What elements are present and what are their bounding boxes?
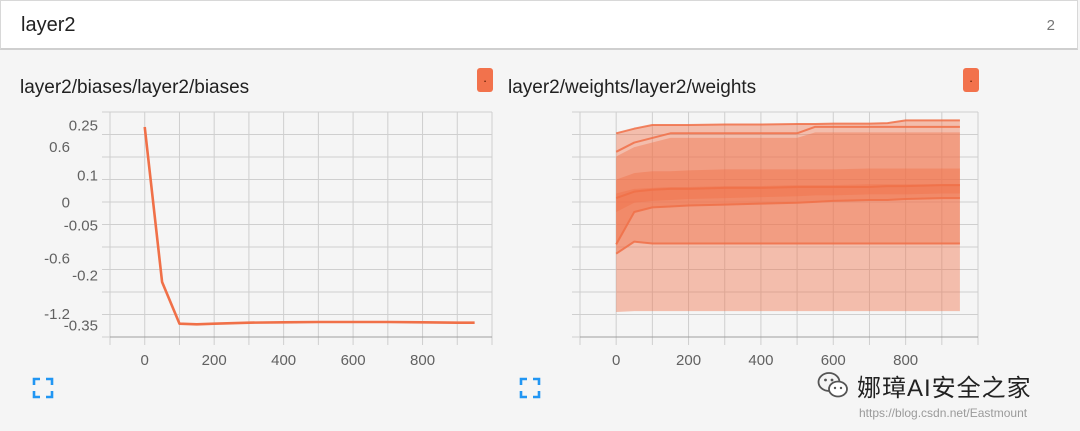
distribution-line — [615, 240, 960, 255]
x-tick-label: 200 — [202, 352, 227, 369]
chart-card-weights: layer2/weights/layer2/weights . 0 200 400 6… — [44, 55, 1000, 431]
x-tick-label: 800 — [893, 352, 918, 369]
expand-icon-glyph — [32, 377, 54, 399]
y-tick-label: -0.2 — [72, 267, 98, 284]
x-tick-label: 200 — [676, 352, 701, 369]
y-tick-label: 0 — [62, 195, 70, 212]
y-tick-label: 0.25 — [69, 117, 98, 134]
chart-title: layer2/weights/layer2/weights — [508, 77, 757, 98]
y-tick-label: -1.2 — [44, 306, 70, 323]
y-tick-label: 0.1 — [77, 167, 98, 184]
distribution-line — [615, 125, 960, 153]
chart-card-biases: layer2/biases/layer2/biases . 0 200 400 600… — [0, 55, 500, 431]
x-tick-label: 400 — [271, 352, 296, 369]
biases-plot: 0 200 400 600 800 0.25 0.1 -0.05 -0.2 -0.35 — [64, 111, 493, 369]
chart-title: layer2/biases/layer2/biases — [20, 77, 250, 98]
distribution-line — [615, 119, 960, 135]
expand-icon[interactable] — [519, 377, 541, 399]
chart-menu-button[interactable]: . — [963, 68, 979, 92]
distribution-line — [615, 184, 960, 200]
x-tick-label: 600 — [821, 352, 846, 369]
distribution-band — [616, 120, 960, 312]
section-title: layer2 — [21, 14, 76, 36]
watermark-url: https://blog.csdn.net/Eastmount — [859, 406, 1028, 420]
distribution-band — [616, 132, 960, 254]
expand-icon[interactable] — [32, 377, 54, 399]
watermark: 娜璋AI安全之家 https://blog.csdn.net/Eastmount — [815, 362, 1080, 431]
x-tick-label: 800 — [410, 352, 435, 369]
distribution-line — [615, 197, 960, 245]
wechat-icon — [817, 372, 848, 398]
watermark-text: 娜璋AI安全之家 — [857, 375, 1032, 402]
x-tick-label: 0 — [141, 352, 149, 369]
x-tick-label: 600 — [341, 352, 366, 369]
weights-plot: 0 200 400 600 800 0.6 0 -0.6 -1.2 — [44, 111, 979, 369]
expand-icon-glyph — [519, 377, 541, 399]
distribution-band — [616, 184, 960, 212]
y-tick-label: 0.6 — [49, 139, 70, 156]
x-tick-label: 0 — [612, 352, 620, 369]
y-tick-label: -0.05 — [64, 217, 98, 234]
y-tick-label: -0.6 — [44, 250, 70, 267]
y-tick-label: -0.35 — [64, 317, 98, 334]
x-tick-label: 400 — [748, 352, 773, 369]
section-count: 2 — [1046, 17, 1055, 34]
section-header[interactable]: layer2 2 — [0, 0, 1078, 50]
chart-menu-button[interactable]: . — [477, 68, 493, 92]
series-line — [143, 126, 475, 326]
